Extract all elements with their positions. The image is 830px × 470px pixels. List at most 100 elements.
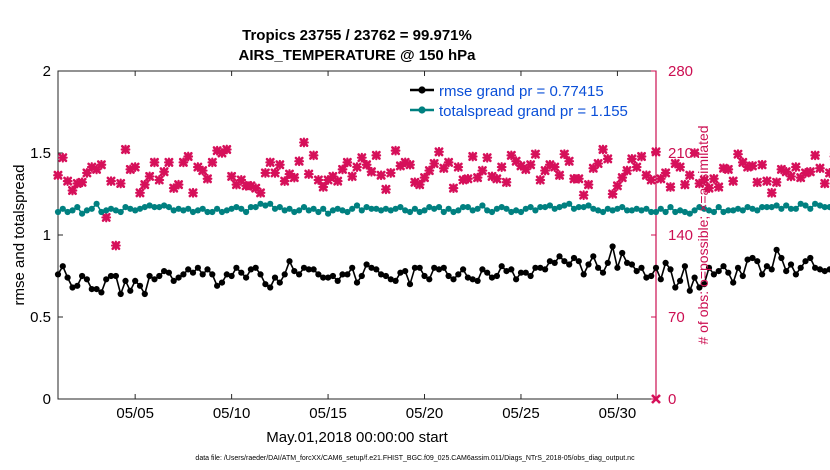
right-y-tick-label: 280 [668,63,693,80]
rmse-point [681,263,689,270]
obs-assimilated-point [762,176,772,187]
obs-assimilated-point [221,144,232,155]
obs-assimilated-point [819,178,830,189]
totalspread-point [189,208,197,216]
x-tick-label: 05/30 [599,405,637,422]
totalspread-point [59,205,66,212]
totalspread-point [223,207,230,214]
rmse-point [759,271,766,278]
totalspread-point [677,207,684,214]
rmse-point [527,272,534,280]
rmse-point [826,266,830,273]
obs-assimilated-point [149,157,160,168]
totalspread-point [329,207,336,214]
totalspread-point [619,204,626,211]
totalspread-point [74,204,81,211]
rmse-point [185,266,192,273]
totalspread-point [633,205,640,212]
totalspread-point [402,207,409,214]
totalspread-point [821,204,828,211]
totalspread-point [749,205,756,212]
obs-assimilated-point [501,177,512,188]
obs-assimilated-point [578,190,589,201]
totalspread-point [271,205,279,212]
rmse-point [141,290,148,298]
obs-assimilated-point [704,183,714,194]
totalspread-point [435,204,443,211]
obs-assimilated-point [593,158,604,169]
totalspread-point [320,205,327,212]
left-y-axis: 0 0.5 1 1.5 2 [30,63,63,408]
totalspread-point [199,205,206,212]
rmse-point [624,259,631,266]
totalspread-point [542,204,549,211]
rmse-point [93,286,100,293]
right-y-axis: 0 70 140 210 280 [651,63,693,408]
obs-assimilated-point [376,170,387,181]
rmse-point [122,277,129,284]
obs-assimilated-point [332,176,343,187]
obs-assimilated-point [651,146,661,157]
totalspread-point [296,207,303,214]
obs-assimilated-point [120,144,131,155]
obs-assimilated-point [525,159,536,170]
totalspread-point [151,204,158,211]
obs-assimilated-point [448,183,459,194]
obs-assimilated-point [202,173,213,184]
rmse-point [214,282,221,289]
rmse-point [315,271,322,278]
obs-assimilated-point [728,176,739,187]
obs-assimilated-point [598,144,608,155]
obs-assimilated-point [289,172,300,183]
obs-assimilated-point [482,152,493,163]
totalspread-point [638,207,645,214]
totalspread-point [117,208,124,216]
rmse-point [513,276,520,283]
rmse-point [310,266,317,273]
rmse-point [542,266,549,273]
rmse-point [739,272,746,280]
legend-spread-marker [418,106,426,114]
totalspread-point [662,208,669,216]
rmse-point [112,272,119,280]
rmse-point [686,287,693,294]
rmse-point [797,264,804,271]
obs-assimilated-point [424,165,435,176]
obs-assimilated-point [390,145,401,156]
obs-assimilated-point [96,159,107,170]
rmse-point [816,266,824,273]
obs-assimilated-point [67,185,78,196]
obs-assimilated-point [766,187,777,198]
rmse-point [88,286,95,293]
totalspread-point [339,207,346,214]
totalspread-point [570,205,578,212]
totalspread-point [474,205,481,212]
obs-assimilated-point [188,187,198,198]
rmse-point [349,264,356,271]
totalspread-point [315,208,322,216]
obs-assimilated-point [511,156,522,167]
obs-assimilated-point [699,175,710,185]
rmse-point [358,272,365,280]
rmse-point [672,284,679,291]
totalspread-point [214,205,221,212]
obs-assimilated-point [265,157,276,168]
totalspread-point [696,204,703,211]
rmse-point [305,266,312,273]
obs-assimilated-point [270,168,280,178]
obs-assimilated-point [824,168,830,178]
rmse-point [768,266,775,273]
obs-assimilated-point [491,173,502,184]
obs-assimilated-point [366,166,377,177]
rmse-point [199,271,206,278]
rmse-point [662,259,669,266]
totalspread-point [175,205,182,212]
totalspread-point [807,205,814,212]
totalspread-point [734,205,742,212]
rmse-point [300,264,308,271]
totalspread-point [247,204,254,211]
obs-assimilated-point [110,240,121,251]
totalspread-point [416,208,423,216]
totalspread-point [218,208,226,216]
rmse-point [165,269,172,276]
